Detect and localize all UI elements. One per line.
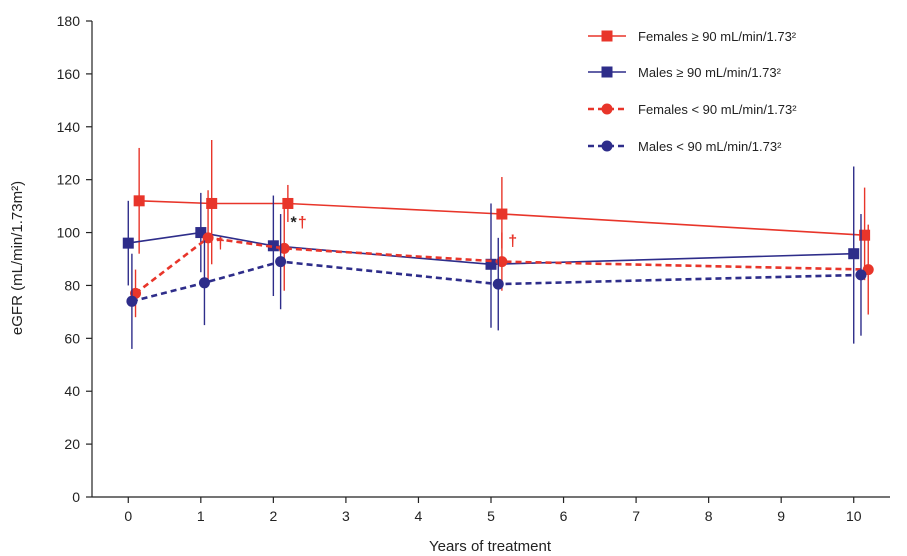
series-2 bbox=[122, 166, 860, 344]
legend-label: Females < 90 mL/min/1.73² bbox=[638, 102, 797, 117]
y-tick-label: 60 bbox=[64, 330, 80, 346]
y-tick-label: 160 bbox=[57, 66, 81, 82]
x-tick-label: 0 bbox=[124, 508, 132, 524]
legend: Females ≥ 90 mL/min/1.73² Males ≥ 90 mL/m… bbox=[588, 29, 797, 154]
y-tick-label: 40 bbox=[64, 383, 80, 399]
x-tick-label: 3 bbox=[342, 508, 350, 524]
y-tick-label: 100 bbox=[57, 225, 81, 241]
legend-item-2: Males ≥ 90 mL/min/1.73² bbox=[588, 65, 782, 80]
data-point bbox=[855, 269, 867, 281]
y-tick-label: 140 bbox=[57, 119, 81, 135]
data-point bbox=[206, 197, 218, 209]
series-layer: †* †† bbox=[122, 140, 874, 349]
legend-label: Females ≥ 90 mL/min/1.73² bbox=[638, 29, 797, 44]
x-tick-label: 7 bbox=[632, 508, 640, 524]
x-tick-label: 9 bbox=[777, 508, 785, 524]
data-point bbox=[198, 277, 210, 289]
data-point bbox=[202, 232, 214, 244]
axes: 0 20 40 60 80 100 120 140 160 180 0 1 2 3 4 5 6 7 8 9 10 bbox=[57, 13, 890, 524]
data-point bbox=[275, 256, 287, 268]
x-tick-label: 2 bbox=[269, 508, 277, 524]
significance-annotation: † bbox=[508, 233, 517, 250]
data-point bbox=[122, 237, 134, 249]
legend-marker bbox=[601, 66, 613, 78]
significance-annotation: † bbox=[216, 235, 225, 252]
significance-annotation: * bbox=[291, 214, 298, 231]
data-point bbox=[195, 227, 207, 239]
y-tick-label: 120 bbox=[57, 172, 81, 188]
legend-marker bbox=[601, 30, 613, 42]
data-point bbox=[278, 242, 290, 254]
x-tick-label: 1 bbox=[197, 508, 205, 524]
y-tick-label: 0 bbox=[72, 489, 80, 505]
y-tick-label: 80 bbox=[64, 277, 80, 293]
data-point bbox=[496, 208, 508, 220]
legend-label: Males < 90 mL/min/1.73² bbox=[638, 139, 782, 154]
data-point bbox=[267, 240, 279, 252]
legend-item-3: Females < 90 mL/min/1.73² bbox=[588, 102, 797, 117]
x-axis-label: Years of treatment bbox=[429, 538, 552, 555]
data-point bbox=[126, 295, 138, 307]
x-tick-label: 10 bbox=[846, 508, 862, 524]
y-tick-label: 180 bbox=[57, 13, 81, 29]
data-point bbox=[496, 256, 508, 268]
x-tick-label: 4 bbox=[415, 508, 423, 524]
y-axis-label: eGFR (mL/min/1.73m²) bbox=[9, 181, 26, 335]
x-tick-label: 5 bbox=[487, 508, 495, 524]
data-point bbox=[282, 197, 294, 209]
data-point bbox=[859, 229, 871, 241]
significance-annotation: † bbox=[298, 214, 307, 231]
x-tick-label: 6 bbox=[560, 508, 568, 524]
y-tick-label: 20 bbox=[64, 436, 80, 452]
data-point bbox=[492, 278, 504, 290]
legend-item-1: Females ≥ 90 mL/min/1.73² bbox=[588, 29, 797, 44]
series-line bbox=[134, 236, 869, 295]
x-tick-label: 8 bbox=[705, 508, 713, 524]
legend-marker bbox=[601, 140, 613, 152]
data-point bbox=[848, 248, 860, 260]
legend-label: Males ≥ 90 mL/min/1.73² bbox=[638, 65, 782, 80]
data-point bbox=[485, 258, 497, 270]
legend-item-4: Males < 90 mL/min/1.73² bbox=[588, 139, 782, 154]
series-4 bbox=[126, 214, 867, 349]
data-point bbox=[133, 195, 145, 207]
legend-marker bbox=[601, 103, 613, 115]
